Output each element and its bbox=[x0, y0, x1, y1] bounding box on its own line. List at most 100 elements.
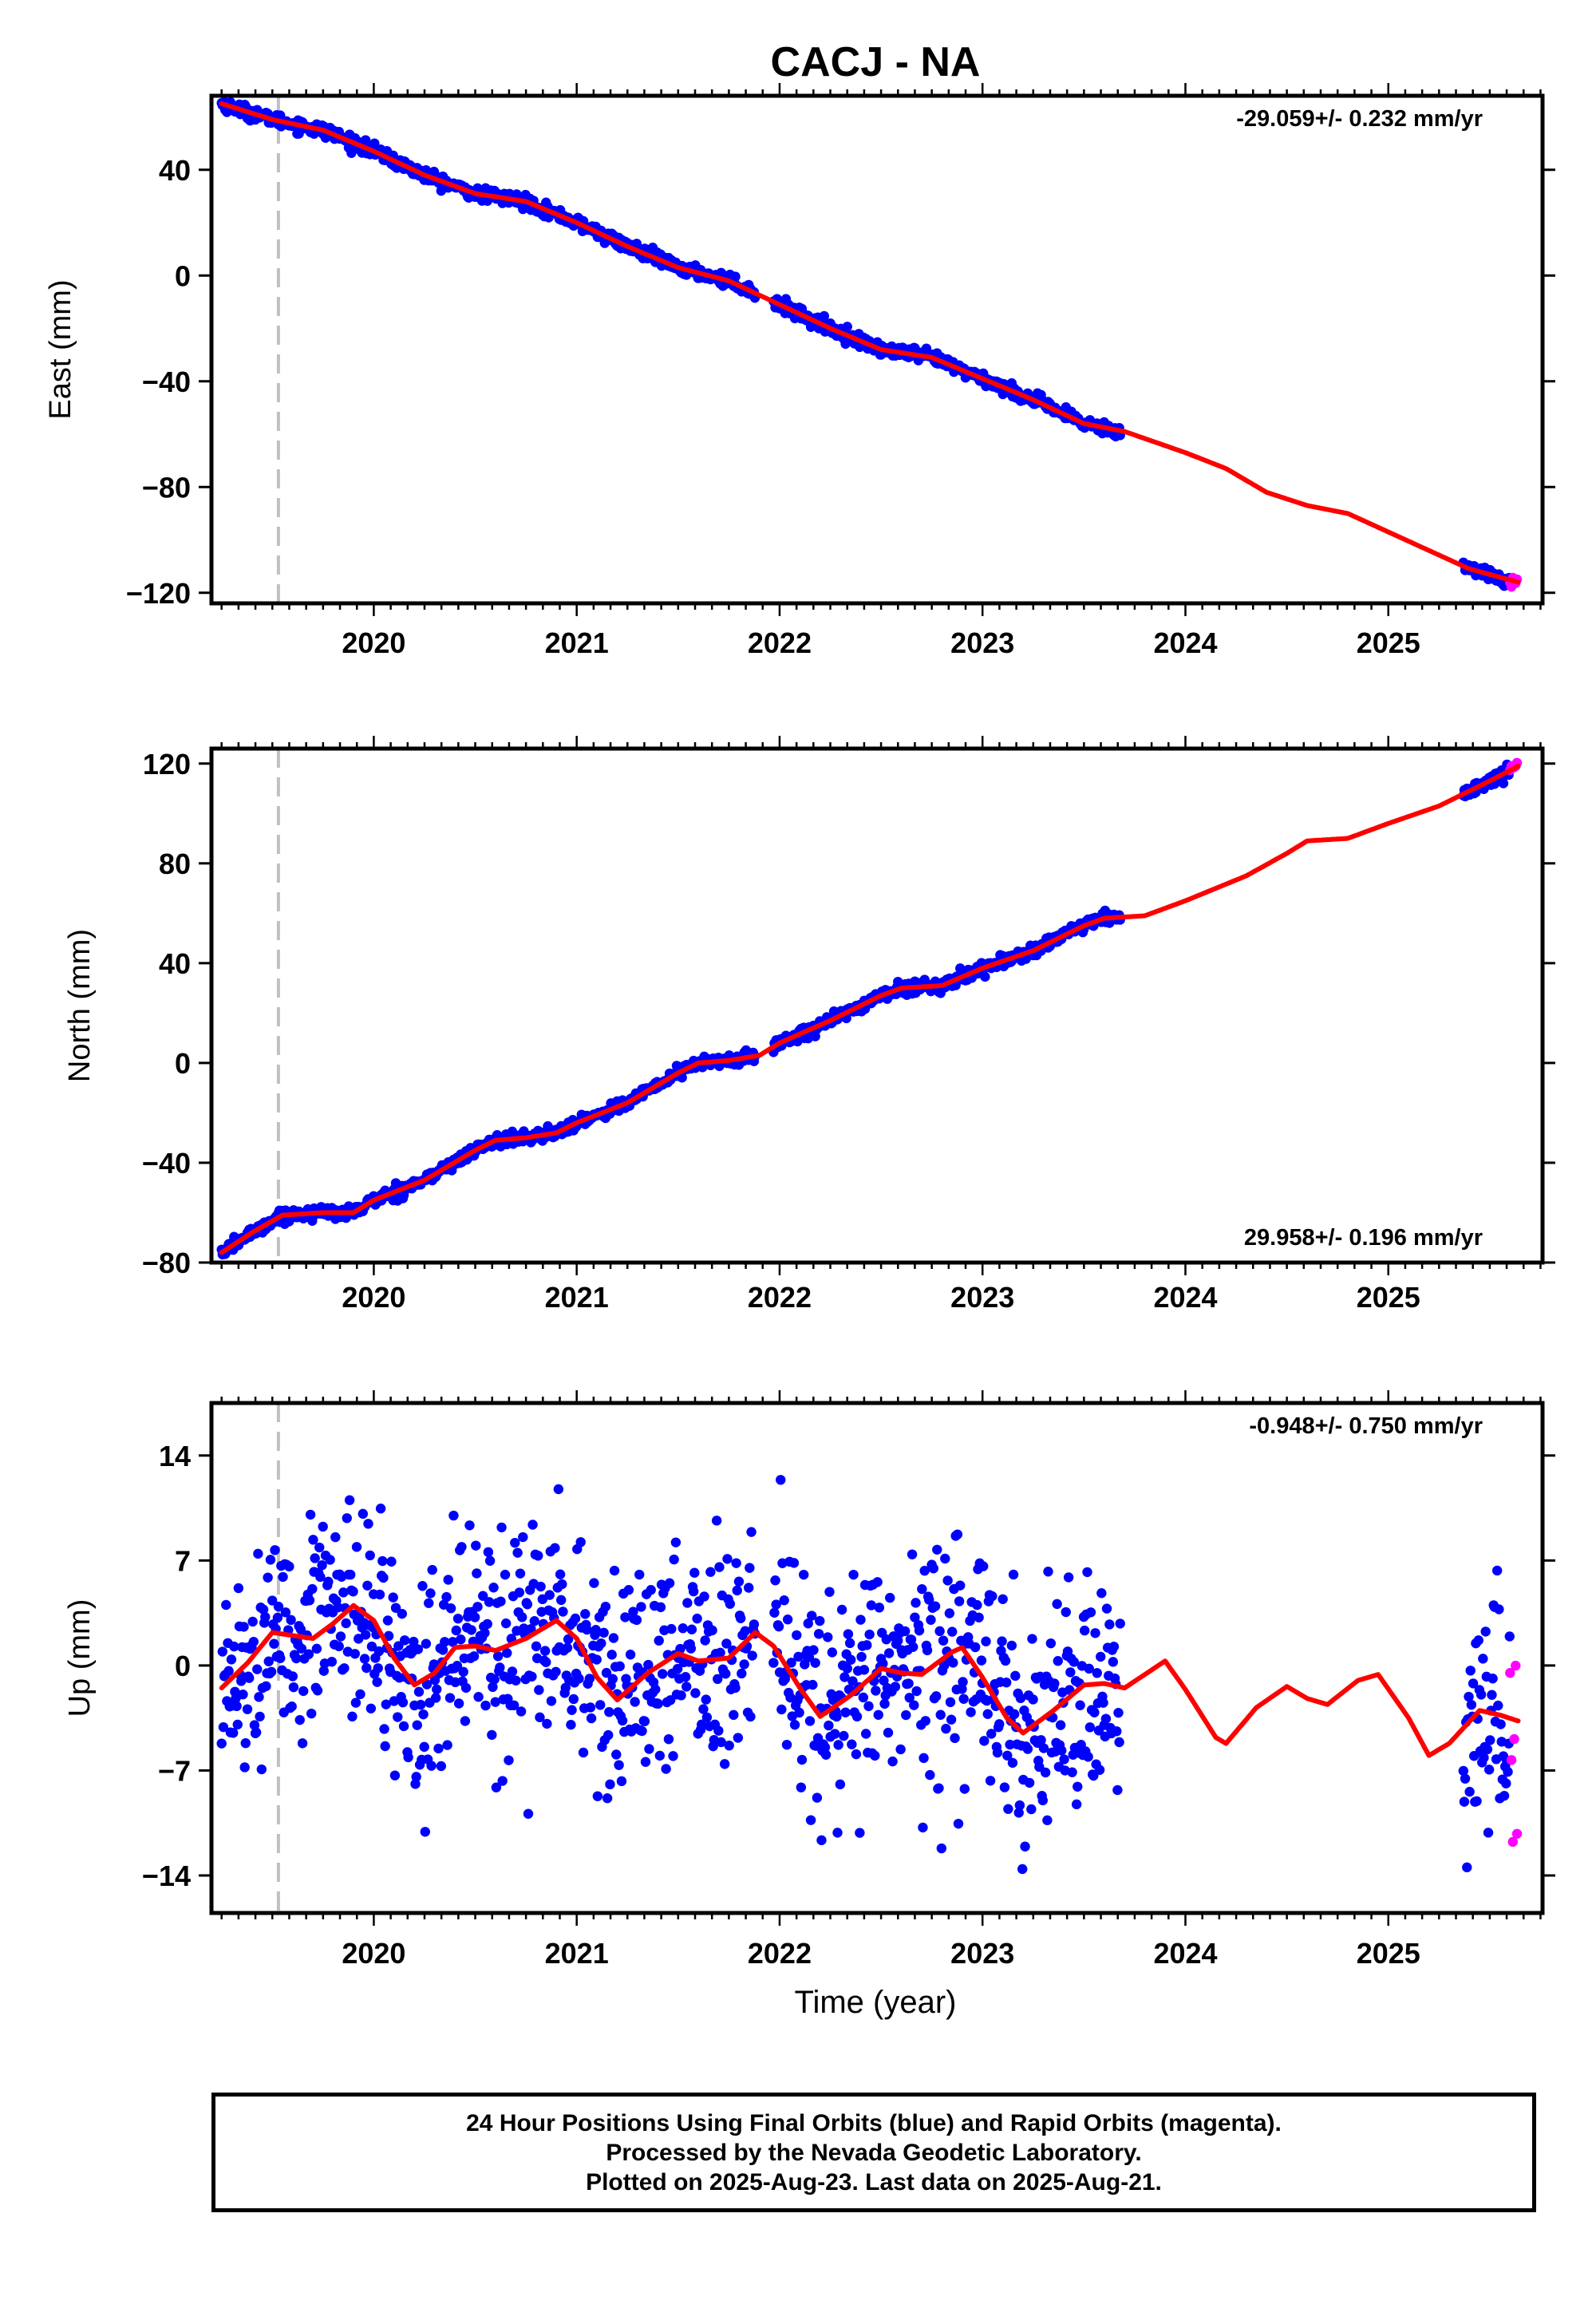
up-final-orbit-point bbox=[893, 1635, 903, 1646]
up-final-orbit-point bbox=[740, 1626, 750, 1636]
up-final-orbit-point bbox=[847, 1676, 858, 1686]
up-final-orbit-point bbox=[952, 1529, 963, 1539]
up-final-orbit-point bbox=[935, 1709, 946, 1720]
up-final-orbit-point bbox=[323, 1576, 334, 1587]
east-final-orbit-point bbox=[842, 322, 852, 332]
up-final-orbit-point bbox=[705, 1567, 716, 1577]
up-final-orbit-point bbox=[688, 1586, 699, 1597]
up-final-orbit-point bbox=[974, 1612, 984, 1622]
up-final-orbit-point bbox=[681, 1682, 692, 1692]
up-final-orbit-point bbox=[502, 1648, 512, 1658]
up-final-orbit-point bbox=[342, 1513, 352, 1524]
up-final-orbit-point bbox=[1003, 1804, 1013, 1814]
up-y-tick-label: 14 bbox=[159, 1440, 191, 1472]
up-final-orbit-point bbox=[252, 1664, 263, 1674]
up-final-orbit-point bbox=[232, 1719, 243, 1730]
up-final-orbit-point bbox=[534, 1685, 544, 1695]
up-final-orbit-point bbox=[464, 1520, 475, 1531]
east-x-tick-label: 2021 bbox=[545, 626, 609, 659]
up-final-orbit-point bbox=[839, 1672, 850, 1682]
up-final-orbit-point bbox=[721, 1638, 732, 1649]
up-final-orbit-point bbox=[441, 1591, 452, 1603]
up-final-orbit-point bbox=[1501, 1778, 1511, 1788]
up-final-orbit-point bbox=[458, 1666, 468, 1678]
up-final-orbit-point bbox=[424, 1598, 434, 1608]
up-final-orbit-point bbox=[907, 1549, 918, 1559]
up-final-orbit-point bbox=[1009, 1709, 1020, 1720]
footer-line-orbits: 24 Hour Positions Using Final Orbits (bl… bbox=[466, 2109, 1282, 2136]
north-y-tick-label: −40 bbox=[142, 1147, 191, 1180]
up-final-orbit-point bbox=[294, 1714, 305, 1725]
up-final-orbit-point bbox=[603, 1729, 614, 1741]
up-final-orbit-point bbox=[885, 1592, 895, 1603]
up-final-orbit-point bbox=[669, 1554, 679, 1565]
up-final-orbit-point bbox=[770, 1575, 780, 1586]
up-final-orbit-point bbox=[1478, 1654, 1488, 1664]
up-final-orbit-point bbox=[945, 1697, 956, 1708]
up-final-orbit-point bbox=[558, 1607, 568, 1617]
up-final-orbit-point bbox=[792, 1630, 802, 1641]
east-model-curve bbox=[219, 101, 1521, 585]
up-final-orbit-point bbox=[926, 1614, 936, 1625]
up-final-orbit-point bbox=[769, 1607, 780, 1618]
up-final-orbit-point bbox=[686, 1624, 697, 1634]
footer-line-plotted: Plotted on 2025-Aug-23. Last data on 202… bbox=[586, 2168, 1162, 2195]
up-final-orbit-point bbox=[555, 1595, 567, 1606]
north-rate-label: 29.958+/- 0.196 mm/yr bbox=[1244, 1225, 1483, 1251]
up-final-orbit-point bbox=[856, 1651, 867, 1662]
east-axis-label: East (mm) bbox=[44, 279, 77, 419]
up-final-orbit-point bbox=[1069, 1657, 1080, 1667]
up-final-orbit-point bbox=[1085, 1607, 1096, 1618]
up-final-orbit-point bbox=[598, 1627, 609, 1638]
up-final-orbit-point bbox=[444, 1693, 456, 1703]
up-final-orbit-point bbox=[890, 1682, 901, 1692]
up-final-orbit-point bbox=[221, 1599, 231, 1611]
up-final-orbit-point bbox=[375, 1504, 386, 1514]
up-final-orbit-point bbox=[981, 1636, 991, 1646]
up-final-orbit-point bbox=[1090, 1628, 1100, 1638]
up-final-orbit-point bbox=[265, 1555, 276, 1565]
up-final-orbit-point bbox=[248, 1636, 259, 1647]
up-final-orbit-point bbox=[1053, 1656, 1063, 1666]
up-final-orbit-point bbox=[1083, 1752, 1093, 1762]
up-final-orbit-point bbox=[924, 1595, 934, 1605]
up-final-orbit-point bbox=[872, 1577, 883, 1587]
up-final-orbit-point bbox=[1027, 1634, 1037, 1644]
up-final-orbit-point bbox=[551, 1666, 561, 1677]
up-final-orbit-point bbox=[815, 1615, 825, 1626]
up-final-orbit-point bbox=[495, 1662, 505, 1673]
up-final-orbit-point bbox=[601, 1667, 612, 1678]
up-final-orbit-point bbox=[788, 1558, 800, 1568]
up-final-orbit-point bbox=[773, 1621, 784, 1632]
up-final-orbit-point bbox=[347, 1711, 358, 1722]
up-plot-frame bbox=[209, 1401, 1545, 1915]
up-final-orbit-point bbox=[546, 1696, 557, 1706]
up-final-orbit-point bbox=[873, 1709, 883, 1720]
up-final-orbit-point bbox=[1100, 1713, 1112, 1724]
up-final-orbit-point bbox=[1476, 1690, 1487, 1700]
up-final-orbit-point bbox=[1002, 1750, 1013, 1761]
up-final-orbit-point bbox=[310, 1553, 320, 1563]
up-final-orbit-point bbox=[749, 1619, 760, 1630]
up-final-orbit-point bbox=[1459, 1796, 1470, 1807]
up-final-orbit-point bbox=[586, 1713, 597, 1724]
up-final-orbit-point bbox=[596, 1638, 606, 1649]
up-final-orbit-point bbox=[735, 1613, 746, 1623]
up-final-orbit-point bbox=[436, 1761, 447, 1772]
up-final-orbit-point bbox=[231, 1701, 242, 1712]
up-final-orbit-point bbox=[286, 1701, 297, 1712]
up-final-orbit-point bbox=[653, 1698, 663, 1709]
up-final-orbit-point bbox=[1094, 1765, 1105, 1775]
up-final-orbit-point bbox=[516, 1706, 527, 1717]
up-final-orbit-point bbox=[535, 1581, 546, 1592]
up-final-orbit-point bbox=[267, 1595, 278, 1606]
up-final-orbit-point bbox=[1499, 1790, 1510, 1801]
up-final-orbit-point bbox=[689, 1567, 700, 1578]
up-final-orbit-point bbox=[848, 1569, 859, 1580]
up-final-orbit-point bbox=[979, 1736, 990, 1746]
up-final-orbit-point bbox=[820, 1749, 832, 1760]
up-final-orbit-point bbox=[855, 1614, 866, 1625]
up-final-orbit-point bbox=[947, 1626, 958, 1637]
up-final-orbit-point bbox=[511, 1675, 521, 1686]
up-final-orbit-point bbox=[580, 1609, 591, 1619]
